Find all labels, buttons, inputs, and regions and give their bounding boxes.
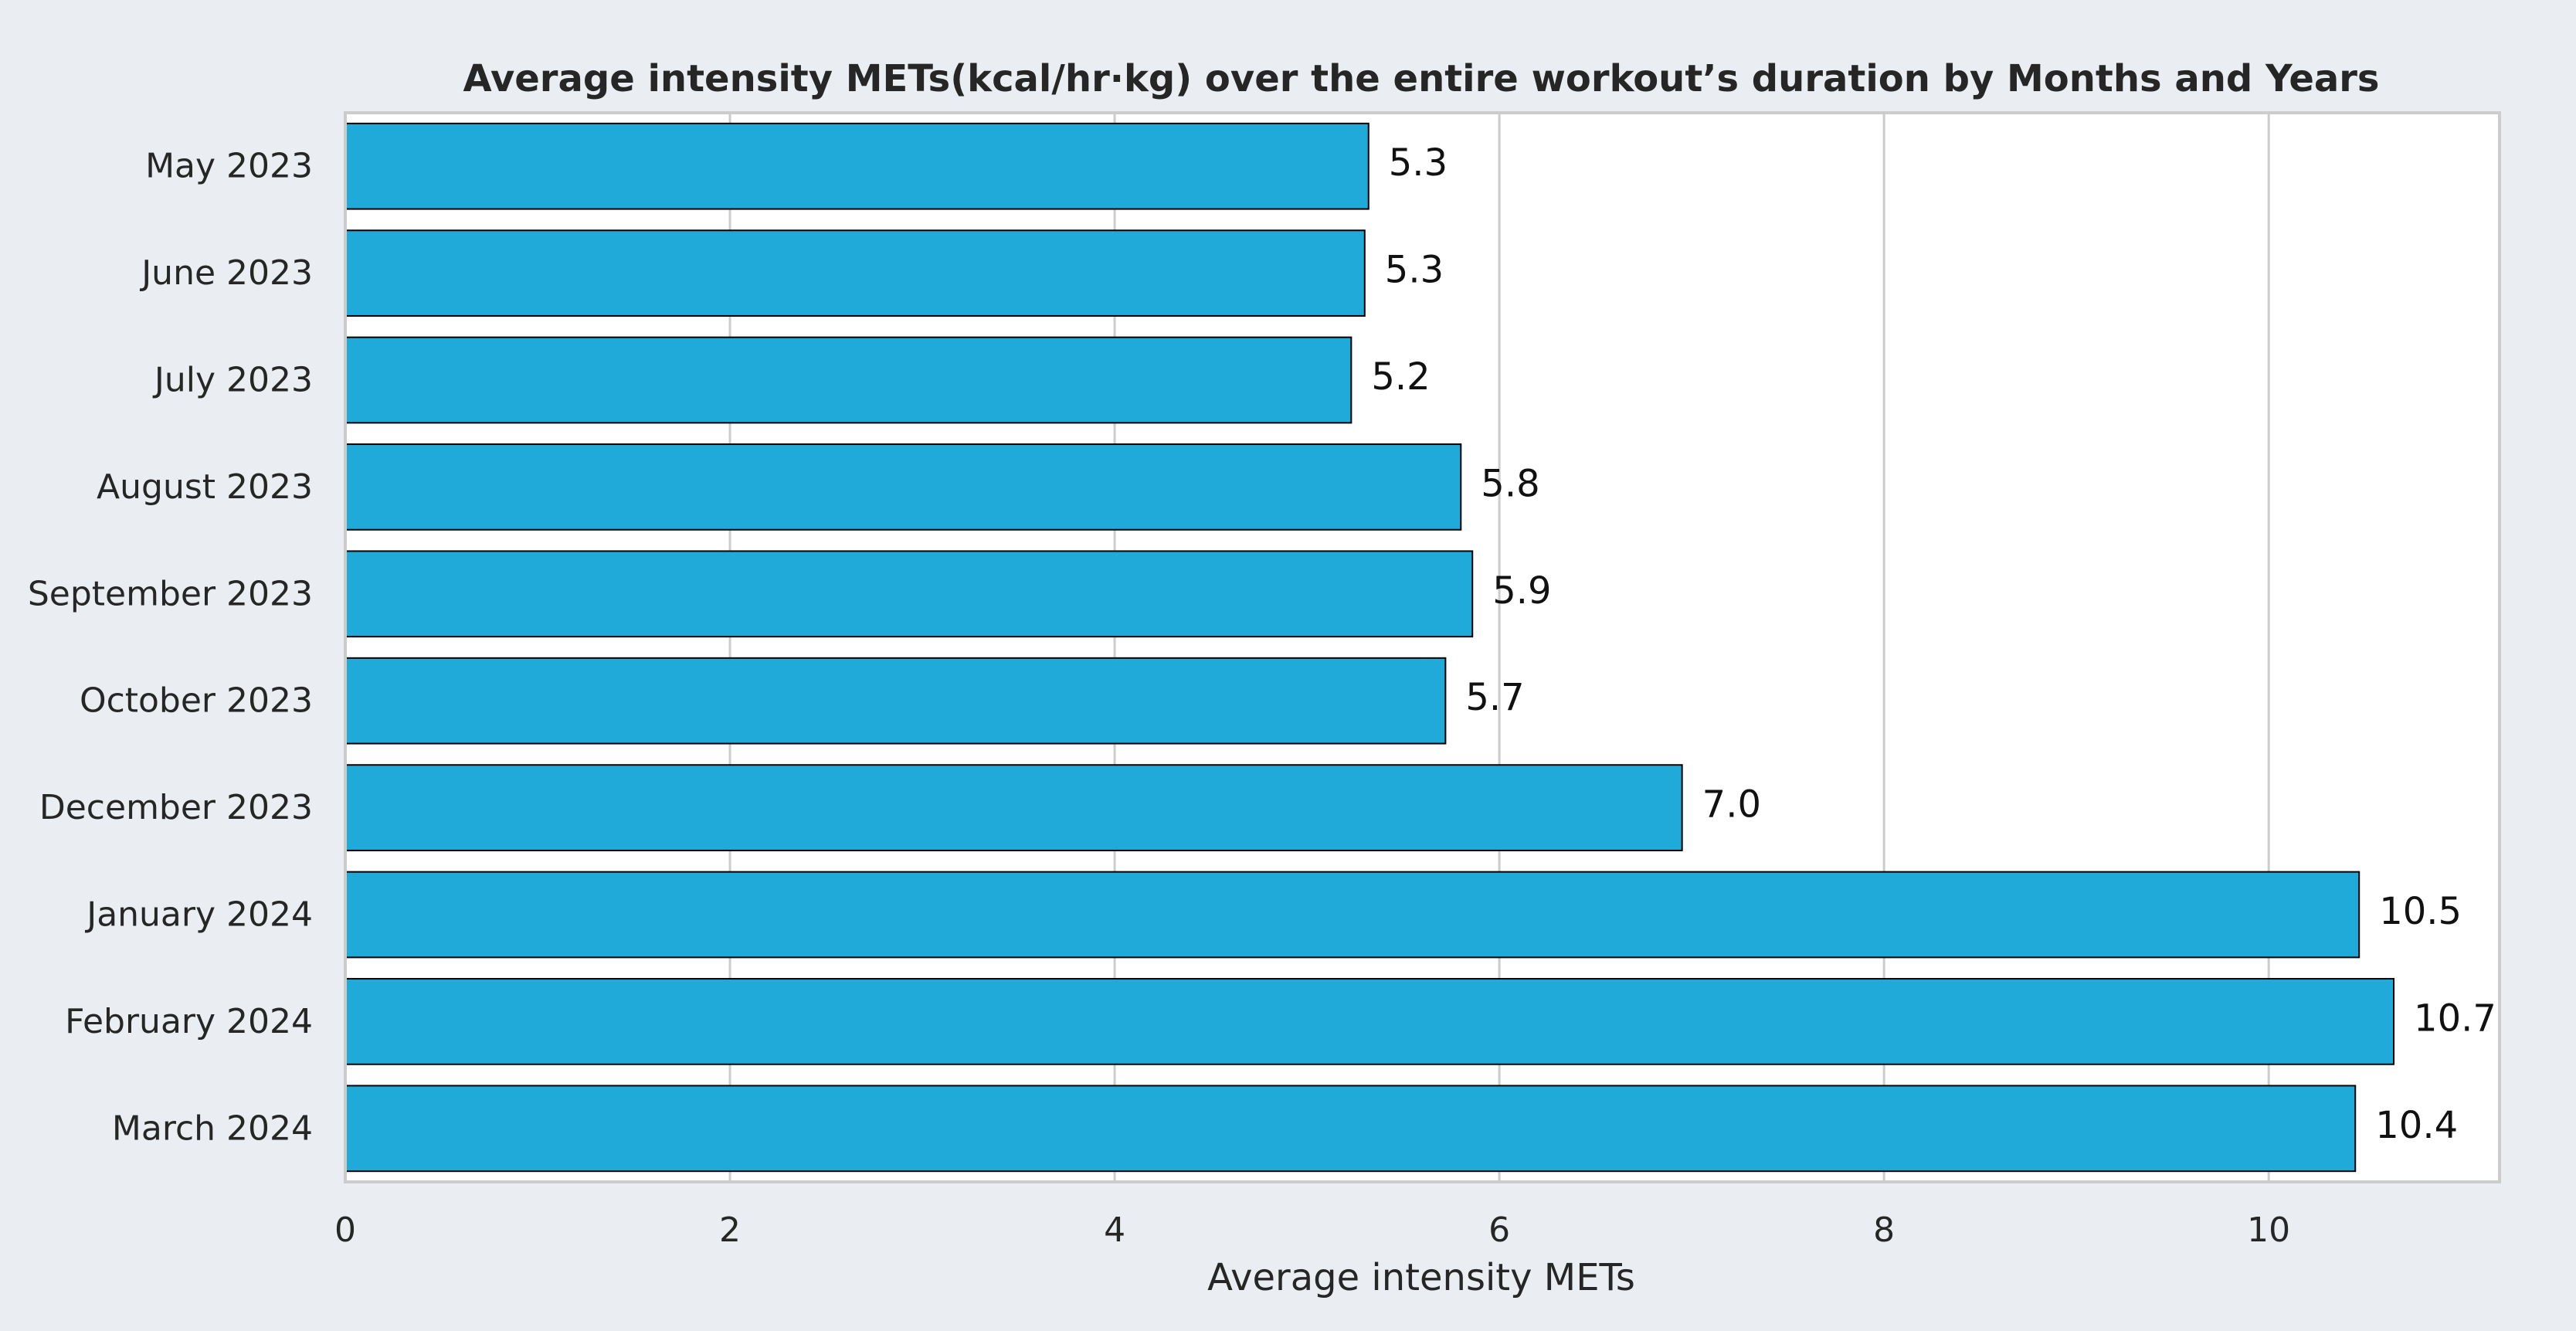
y-axis-ticks: May 2023 June 2023 July 2023 August 2023 Sep… — [28, 147, 313, 1149]
bar — [344, 764, 1683, 851]
data-label: 10.7 — [2414, 997, 2496, 1040]
bar — [344, 978, 2395, 1065]
x-axis-ticks: 0 2 4 6 8 10 — [334, 1210, 2290, 1250]
y-tick-label: July 2023 — [152, 361, 313, 400]
x-tick-label: 6 — [1488, 1210, 1510, 1250]
data-label: 10.5 — [2379, 890, 2462, 933]
y-tick-label: August 2023 — [97, 467, 313, 507]
bar — [344, 550, 1474, 638]
y-tick-label: January 2024 — [84, 895, 313, 935]
x-tick-label: 0 — [334, 1210, 356, 1250]
data-label: 5.7 — [1465, 676, 1524, 719]
chart-title: Average intensity METs(kcal/hr·kg) over … — [463, 57, 2380, 100]
y-tick-label: June 2023 — [139, 253, 313, 293]
x-axis-label: Average intensity METs — [1207, 1256, 1635, 1299]
bar — [344, 871, 2360, 959]
x-tick-label: 10 — [2247, 1210, 2290, 1250]
y-tick-label: December 2023 — [39, 788, 313, 827]
bars — [344, 122, 2395, 1173]
y-tick-label: February 2024 — [65, 1002, 313, 1041]
data-label: 7.0 — [1702, 783, 1761, 827]
y-tick-label: March 2024 — [112, 1109, 313, 1148]
data-label: 10.4 — [2375, 1104, 2458, 1147]
data-label: 5.9 — [1492, 569, 1551, 613]
x-tick-label: 2 — [719, 1210, 741, 1250]
x-tick-label: 8 — [1873, 1210, 1895, 1250]
x-tick-label: 4 — [1104, 1210, 1125, 1250]
y-tick-label: October 2023 — [80, 681, 313, 721]
data-label: 5.2 — [1371, 355, 1430, 399]
plot-frame — [344, 111, 2501, 1183]
bar — [344, 122, 1369, 210]
bar — [344, 443, 1462, 531]
data-labels: 5.3 5.3 5.2 5.8 5.9 5.7 7.0 10.5 10.7 10.4 — [1371, 141, 2496, 1147]
y-tick-label: September 2023 — [28, 574, 313, 613]
bar — [344, 1085, 2357, 1173]
bar — [344, 336, 1352, 424]
y-tick-label: May 2023 — [145, 147, 313, 186]
bar — [344, 657, 1447, 745]
data-label: 5.3 — [1389, 141, 1448, 185]
data-label: 5.3 — [1385, 249, 1444, 292]
data-label: 5.8 — [1481, 462, 1539, 505]
bar — [344, 229, 1366, 317]
